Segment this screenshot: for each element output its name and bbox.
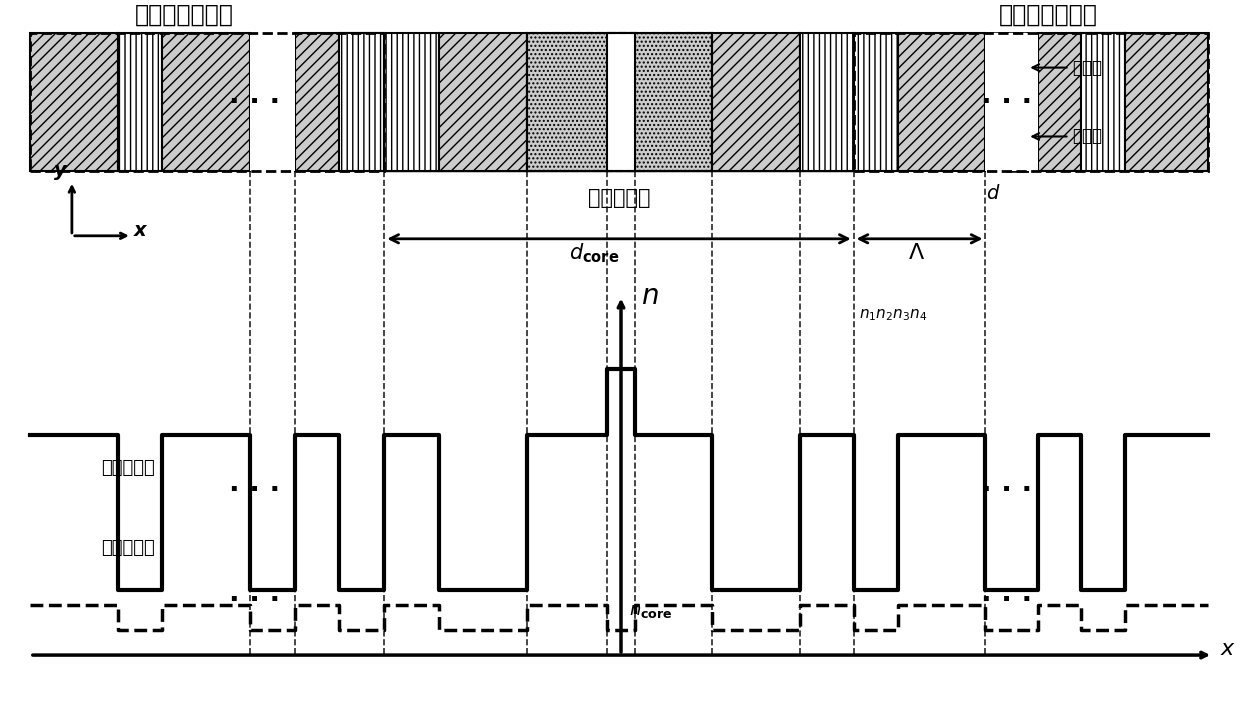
Text: · · ·: · · · (981, 477, 1032, 504)
Text: 虚部折射率: 虚部折射率 (100, 539, 155, 557)
Bar (527, 33, 712, 171)
Bar (340, 33, 384, 171)
Bar (249, 33, 295, 171)
Text: · · ·: · · · (229, 88, 280, 116)
Text: $d$: $d$ (986, 184, 1001, 203)
Bar (30, 33, 118, 171)
Bar (384, 33, 853, 171)
Bar (295, 33, 382, 171)
Bar (986, 33, 1038, 171)
Text: $n$: $n$ (641, 282, 658, 310)
Bar (384, 33, 439, 171)
Text: · · ·: · · · (981, 88, 1032, 116)
Text: $x$: $x$ (1220, 639, 1236, 659)
Text: · · ·: · · · (229, 586, 280, 614)
Bar (30, 33, 384, 171)
Text: y: y (53, 161, 66, 180)
Text: 增益区: 增益区 (1033, 59, 1102, 76)
Bar (853, 33, 1208, 171)
Text: · · ·: · · · (229, 477, 280, 504)
Text: x: x (134, 221, 146, 240)
Bar (853, 33, 898, 171)
Text: $\Lambda$: $\Lambda$ (908, 243, 925, 263)
Bar (1081, 33, 1125, 171)
Bar (439, 33, 527, 171)
Bar (527, 33, 712, 171)
Text: 高折射率区: 高折射率区 (588, 188, 650, 208)
Bar (1038, 33, 1126, 171)
Text: 损耗区: 损耗区 (1033, 128, 1102, 146)
Text: 布拉格反射光栅: 布拉格反射光栅 (999, 4, 1097, 27)
Bar (898, 33, 986, 171)
Bar (712, 33, 800, 171)
Text: 实部折射率: 实部折射率 (100, 459, 155, 477)
Text: $d_{\mathregular{core}}$: $d_{\mathregular{core}}$ (569, 241, 619, 264)
Text: · · ·: · · · (981, 586, 1032, 614)
Text: $n_1n_2n_3n_4$: $n_1n_2n_3n_4$ (858, 308, 928, 323)
Bar (800, 33, 853, 171)
Bar (1125, 33, 1208, 171)
Text: 布拉格反射光栅: 布拉格反射光栅 (135, 4, 234, 27)
Bar (608, 33, 635, 171)
Text: $n_{\mathregular{core}}$: $n_{\mathregular{core}}$ (629, 602, 672, 620)
Bar (161, 33, 249, 171)
Bar (118, 33, 161, 171)
